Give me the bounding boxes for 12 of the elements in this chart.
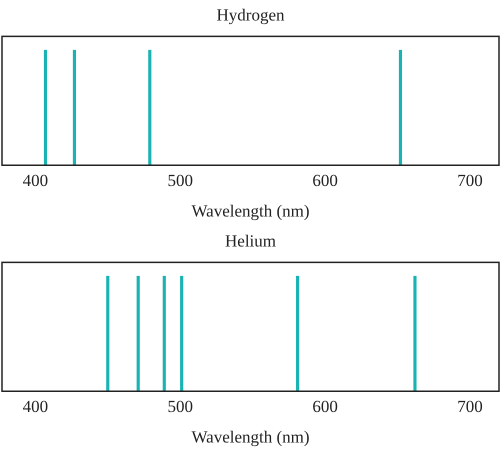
x-tick-label: 500 <box>167 396 193 416</box>
x-axis-title: Wavelength (nm) <box>191 201 310 220</box>
chart-title: Hydrogen <box>216 6 285 25</box>
x-tick-label: 500 <box>167 170 193 190</box>
x-axis-title: Wavelength (nm) <box>191 427 310 446</box>
x-tick-label: 400 <box>22 170 48 190</box>
x-tick-label: 600 <box>312 170 338 190</box>
x-tick-label: 400 <box>22 396 48 416</box>
x-tick-label: 700 <box>457 170 483 190</box>
x-tick-label: 600 <box>312 396 338 416</box>
x-tick-label: 700 <box>457 396 483 416</box>
chart-title: Helium <box>225 232 276 251</box>
